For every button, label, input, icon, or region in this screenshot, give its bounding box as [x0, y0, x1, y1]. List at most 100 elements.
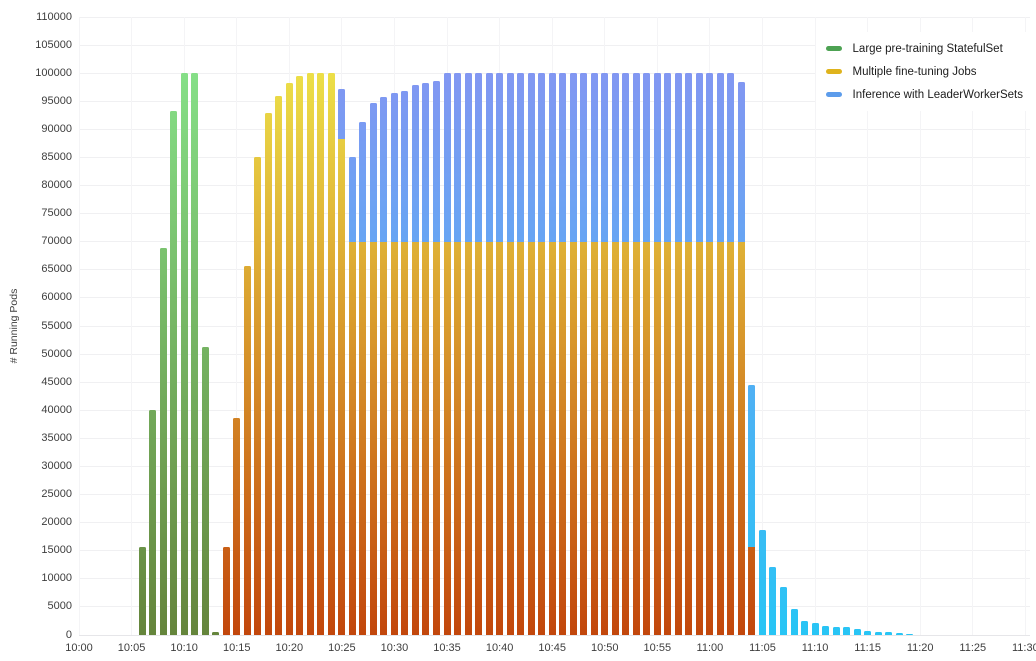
- legend-item-inf: Inference with LeaderWorkerSets: [825, 83, 1023, 106]
- gridline-x: [1024, 17, 1026, 635]
- gridline-x: [761, 17, 763, 635]
- bar-segment-inf-11:14: [853, 628, 861, 635]
- legend-label-inf: Inference with LeaderWorkerSets: [852, 88, 1023, 101]
- bar-segment-ft-10:41: [506, 241, 514, 635]
- bar-segment-ft-10:46: [559, 241, 567, 635]
- y-tick-label: 55000: [41, 319, 72, 332]
- y-tick-label: 75000: [41, 207, 72, 220]
- bar-segment-inf-10:37: [464, 73, 472, 242]
- x-tick-label: 10:40: [485, 642, 514, 654]
- x-tick-label: 10:25: [328, 642, 356, 654]
- bar-segment-inf-10:54: [643, 73, 651, 242]
- bar-segment-ft-10:29: [380, 241, 388, 635]
- bar-segment-inf-10:43: [527, 73, 535, 242]
- bar-segment-inf-11:09: [801, 620, 809, 635]
- bar-segment-inf-10:52: [622, 73, 630, 242]
- bar-segment-ft-10:50: [601, 241, 609, 635]
- bar-segment-ft-10:25: [338, 139, 346, 635]
- y-tick-label: 65000: [41, 263, 72, 276]
- x-tick-label: 11:10: [801, 642, 829, 654]
- gridline-x: [131, 17, 133, 635]
- bar-segment-inf-10:36: [454, 73, 462, 242]
- gridline-x: [919, 17, 921, 635]
- bar-segment-ft-10:14: [222, 547, 230, 635]
- y-tick-label: 35000: [41, 431, 72, 444]
- bar-segment-ft-10:58: [685, 241, 693, 635]
- y-tick-label: 30000: [41, 459, 72, 472]
- bar-segment-inf-10:28: [369, 102, 377, 242]
- bar-segment-pre-10:06: [138, 547, 146, 635]
- bar-segment-ft-11:03: [737, 241, 745, 635]
- bar-segment-inf-10:58: [685, 73, 693, 242]
- bar-segment-ft-10:55: [653, 241, 661, 635]
- gridline-y: [79, 16, 1031, 18]
- bar-segment-inf-10:42: [517, 73, 525, 242]
- bar-segment-ft-10:19: [275, 95, 283, 635]
- bar-segment-ft-10:45: [548, 241, 556, 635]
- y-tick-label: 90000: [41, 122, 72, 135]
- bar-segment-ft-10:31: [401, 241, 409, 635]
- gridline-x: [236, 17, 238, 635]
- y-tick-label: 70000: [41, 235, 72, 248]
- bar-segment-inf-10:25: [338, 89, 346, 140]
- x-tick-label: 10:10: [170, 642, 198, 654]
- bar-segment-ft-11:04: [748, 546, 756, 635]
- bar-segment-ft-10:24: [327, 73, 335, 635]
- y-tick-label: 105000: [35, 38, 72, 51]
- bar-segment-ft-10:38: [475, 241, 483, 635]
- bar-segment-ft-10:18: [264, 112, 272, 635]
- bar-segment-inf-10:27: [359, 122, 367, 242]
- x-tick-label: 11:30: [1011, 642, 1036, 654]
- y-tick-label: 60000: [41, 291, 72, 304]
- bar-segment-inf-10:49: [590, 73, 598, 242]
- bar-segment-inf-10:31: [401, 90, 409, 242]
- bar-segment-inf-11:02: [727, 73, 735, 242]
- y-tick-label: 10000: [41, 572, 72, 585]
- x-tick-label: 11:25: [959, 642, 987, 654]
- bar-segment-ft-10:37: [464, 241, 472, 635]
- x-tick-label: 10:35: [433, 642, 461, 654]
- legend-item-ft: Multiple fine-tuning Jobs: [825, 60, 1023, 83]
- y-tick-label: 50000: [41, 347, 72, 360]
- y-tick-label: 80000: [41, 179, 72, 192]
- bar-segment-pre-10:10: [180, 73, 188, 635]
- gridline-x: [814, 17, 816, 635]
- bar-segment-ft-10:40: [496, 241, 504, 635]
- bar-segment-ft-10:27: [359, 241, 367, 635]
- gridline-x: [867, 17, 869, 635]
- bar-segment-pre-10:13: [212, 632, 220, 635]
- bar-segment-ft-10:59: [695, 241, 703, 635]
- bar-segment-ft-10:35: [443, 241, 451, 635]
- bar-segment-inf-11:16: [874, 631, 882, 635]
- bar-segment-ft-10:48: [580, 241, 588, 635]
- bar-segment-ft-10:34: [433, 241, 440, 635]
- gridline-x: [78, 17, 80, 635]
- legend-item-pre: Large pre-training StatefulSet: [825, 37, 1023, 60]
- bar-segment-inf-10:38: [475, 73, 483, 242]
- bar-segment-pre-10:08: [159, 248, 167, 635]
- bar-segment-ft-10:52: [622, 241, 630, 635]
- y-tick-label: 100000: [35, 66, 72, 79]
- bar-segment-ft-10:26: [348, 241, 356, 635]
- bar-segment-ft-10:42: [517, 241, 525, 635]
- bar-segment-inf-10:26: [348, 157, 356, 242]
- gridline-y: [79, 634, 1031, 636]
- bar-segment-inf-11:19: [906, 633, 914, 635]
- bar-segment-inf-11:11: [822, 626, 830, 635]
- bar-segment-inf-10:29: [380, 97, 388, 242]
- bar-segment-inf-10:50: [601, 73, 609, 242]
- bar-segment-inf-10:57: [674, 73, 682, 242]
- x-tick-label: 10:20: [275, 642, 304, 654]
- bar-segment-pre-10:09: [170, 110, 178, 635]
- x-tick-label: 11:15: [854, 642, 881, 654]
- x-tick-label: 10:05: [117, 642, 146, 654]
- legend-label-pre: Large pre-training StatefulSet: [852, 42, 1003, 55]
- bar-segment-pre-10:11: [191, 73, 199, 635]
- bar-segment-inf-10:46: [559, 73, 567, 242]
- bar-segment-inf-10:59: [695, 73, 703, 242]
- y-tick-label: 85000: [41, 150, 72, 163]
- bar-segment-inf-11:08: [790, 609, 798, 635]
- bar-segment-pre-10:07: [149, 410, 157, 635]
- bar-segment-ft-10:43: [527, 241, 535, 635]
